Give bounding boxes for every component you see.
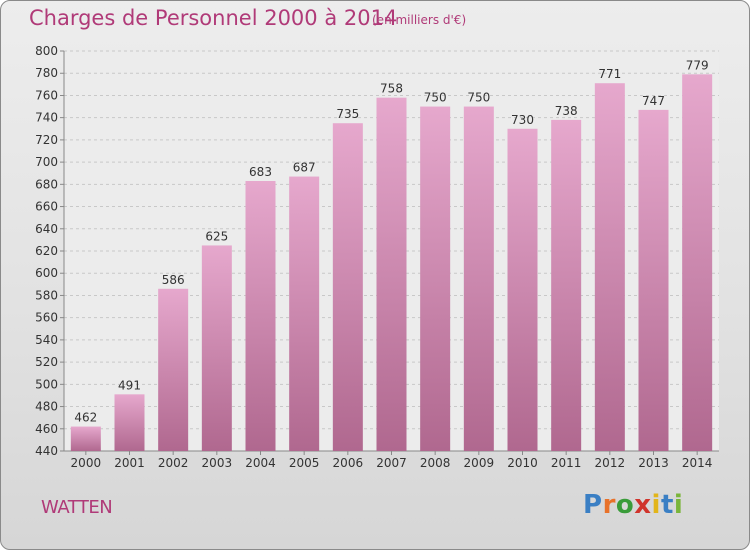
data-label-2013: 747 — [642, 94, 665, 108]
logo-letter: t — [660, 490, 674, 520]
x-tick-label-2006: 2006 — [333, 456, 364, 470]
x-tick-label-2005: 2005 — [289, 456, 320, 470]
data-label-2000: 462 — [74, 411, 97, 425]
x-tick-label-2013: 2013 — [638, 456, 669, 470]
y-tick-label: 500 — [35, 377, 58, 391]
y-tick-label: 660 — [35, 200, 58, 214]
bar-2007[interactable] — [376, 97, 407, 452]
x-tick-label-2012: 2012 — [595, 456, 626, 470]
x-tick-label-2002: 2002 — [158, 456, 189, 470]
y-tick-label: 460 — [35, 422, 58, 436]
bar-2003[interactable] — [201, 245, 232, 451]
x-tick-label-2008: 2008 — [420, 456, 451, 470]
data-label-2012: 771 — [598, 67, 621, 81]
bar-2005[interactable] — [289, 176, 320, 452]
data-label-2003: 625 — [205, 229, 228, 243]
y-tick-label: 520 — [35, 355, 58, 369]
commune-name: WATTEN — [41, 497, 113, 518]
data-label-2001: 491 — [118, 378, 141, 392]
x-tick-label-2009: 2009 — [464, 456, 495, 470]
bar-2000[interactable] — [70, 426, 101, 451]
data-label-2014: 779 — [686, 58, 709, 72]
x-tick-label-2011: 2011 — [551, 456, 582, 470]
bar-2001[interactable] — [114, 394, 145, 451]
y-tick-label: 540 — [35, 333, 58, 347]
y-tick-label: 640 — [35, 222, 58, 236]
y-tick-label: 760 — [35, 88, 58, 102]
bar-2006[interactable] — [332, 123, 363, 451]
x-tick-label-2001: 2001 — [114, 456, 145, 470]
x-tick-label-2000: 2000 — [71, 456, 102, 470]
bar-2004[interactable] — [245, 181, 276, 451]
logo-letter: P — [583, 490, 603, 520]
logo-letter: x — [634, 490, 652, 520]
data-label-2010: 730 — [511, 113, 534, 127]
y-tick-label: 800 — [35, 44, 58, 58]
data-label-2005: 687 — [293, 161, 316, 175]
x-tick-label-2010: 2010 — [507, 456, 538, 470]
bar-2009[interactable] — [463, 106, 494, 452]
data-label-2011: 738 — [555, 104, 578, 118]
y-tick-label: 780 — [35, 66, 58, 80]
y-tick-label: 700 — [35, 155, 58, 169]
x-tick-label-2014: 2014 — [682, 456, 713, 470]
data-label-2008: 750 — [424, 91, 447, 105]
x-tick-label-2003: 2003 — [202, 456, 233, 470]
bar-2002[interactable] — [158, 288, 189, 451]
logo-letter: o — [615, 490, 635, 520]
logo-letter: i — [651, 490, 661, 520]
x-tick-label-2004: 2004 — [245, 456, 276, 470]
data-label-2004: 683 — [249, 165, 272, 179]
y-tick-label: 720 — [35, 133, 58, 147]
bar-2013[interactable] — [638, 109, 669, 451]
y-tick-label: 440 — [35, 444, 58, 458]
y-tick-label: 740 — [35, 111, 58, 125]
data-label-2007: 758 — [380, 82, 403, 96]
y-tick-label: 480 — [35, 400, 58, 414]
logo-letter: i — [673, 490, 684, 520]
chart-title: Charges de Personnel 2000 à 2014 — [29, 6, 398, 30]
y-tick-label: 680 — [35, 177, 58, 191]
data-label-2006: 735 — [336, 107, 359, 121]
bar-2008[interactable] — [420, 106, 451, 452]
y-tick-label: 600 — [35, 266, 58, 280]
x-tick-label-2007: 2007 — [376, 456, 407, 470]
chart-unit: (en milliers d'€) — [372, 13, 467, 27]
data-label-2002: 586 — [162, 273, 185, 287]
y-tick-label: 620 — [35, 244, 58, 258]
bar-2011[interactable] — [551, 119, 582, 451]
bar-2010[interactable] — [507, 128, 538, 451]
proxiti-logo[interactable]: Proxiti — [583, 490, 683, 520]
y-tick-label: 580 — [35, 288, 58, 302]
logo-letter: r — [602, 490, 616, 520]
y-tick-label: 560 — [35, 311, 58, 325]
bar-2014[interactable] — [682, 74, 713, 451]
bar-2012[interactable] — [594, 83, 625, 451]
data-label-2009: 750 — [467, 91, 490, 105]
